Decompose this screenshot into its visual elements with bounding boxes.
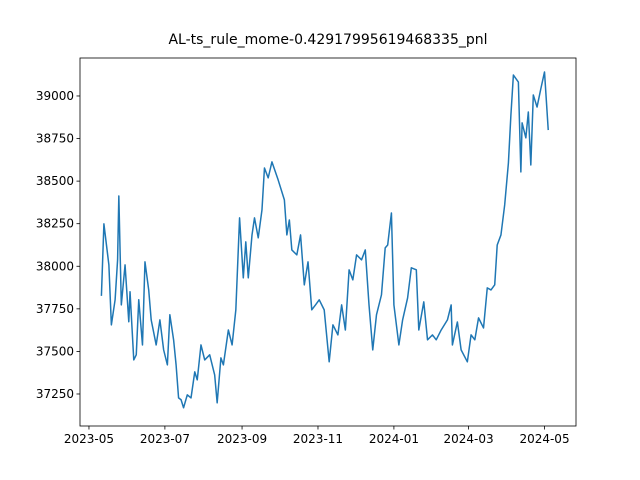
x-tick-label: 2023-07 (140, 432, 190, 446)
y-tick-label: 38250 (36, 217, 74, 231)
line-series (100, 71, 549, 409)
y-tick-label: 39000 (36, 89, 74, 103)
plot-area (100, 71, 549, 409)
y-tick-label: 38500 (36, 174, 74, 188)
y-tick-label: 37250 (36, 387, 74, 401)
y-tick-label: 38750 (36, 132, 74, 146)
x-tick-label: 2024-01 (369, 432, 419, 446)
x-tick-label: 2023-11 (293, 432, 343, 446)
y-tick-label: 37750 (36, 302, 74, 316)
x-tick-label: 2024-03 (444, 432, 494, 446)
chart-title: AL-ts_rule_mome-0.42917995619468335_pnl (168, 32, 487, 48)
x-tick-label: 2023-09 (217, 432, 267, 446)
axes-frame (79, 57, 577, 427)
y-tick-label: 38000 (36, 259, 74, 273)
x-tick-label: 2024-05 (519, 432, 569, 446)
x-tick-label: 2023-05 (64, 432, 114, 446)
y-tick-label: 37500 (36, 344, 74, 358)
